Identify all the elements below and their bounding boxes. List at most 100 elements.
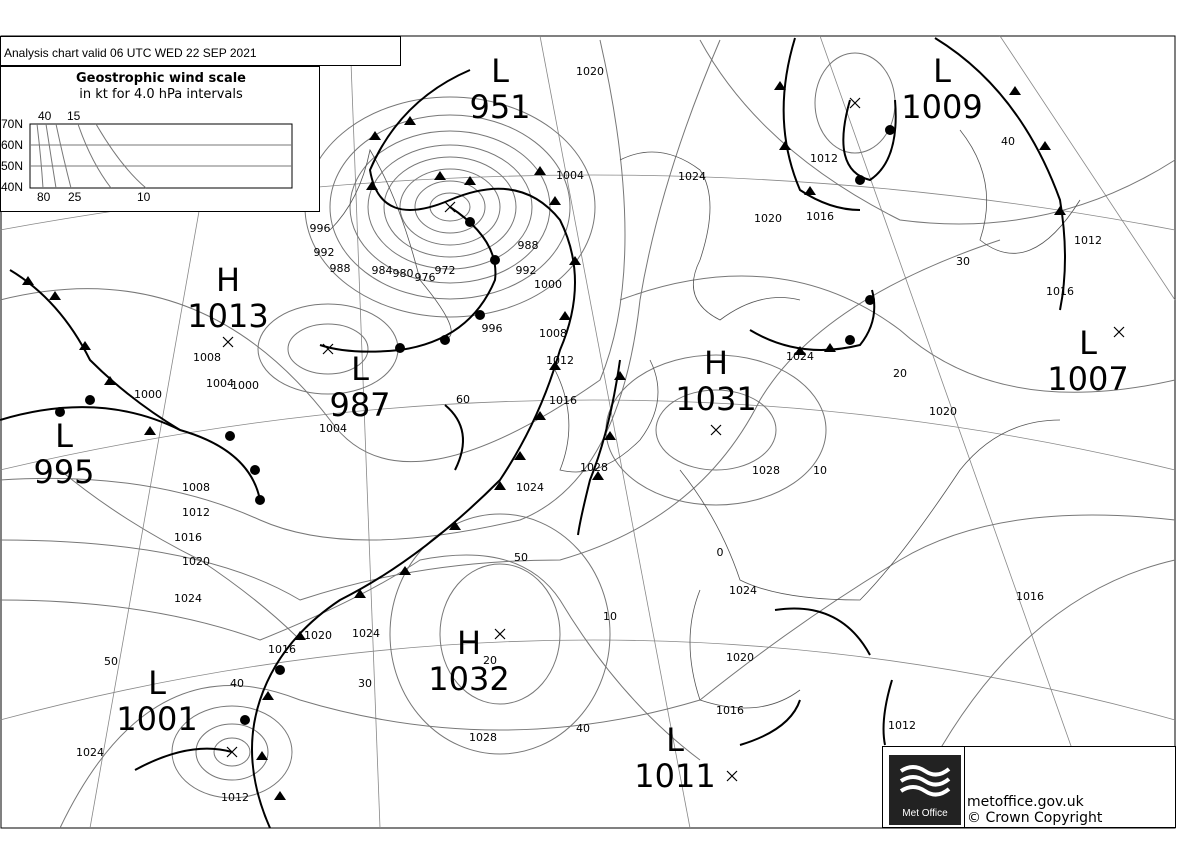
isobar bbox=[329, 114, 571, 300]
scale-top-label: 15 bbox=[67, 109, 81, 123]
isobar-label: 1000 bbox=[134, 388, 162, 401]
logo-text: Met Office bbox=[902, 808, 948, 819]
isobar bbox=[389, 513, 611, 755]
isobar-label: 1000 bbox=[534, 278, 562, 291]
front-semicircle bbox=[885, 125, 895, 135]
isobar-label: 1024 bbox=[516, 481, 544, 494]
isobar bbox=[439, 563, 561, 705]
isobar-label: 1020 bbox=[726, 651, 754, 664]
isobar-label: 1004 bbox=[556, 169, 584, 182]
front-semicircle bbox=[490, 255, 500, 265]
isobar-label: 40 bbox=[1001, 135, 1015, 148]
isobar-label: 1016 bbox=[806, 210, 834, 223]
front-triangle bbox=[294, 631, 306, 640]
front-triangle bbox=[79, 341, 91, 350]
front-triangle bbox=[354, 589, 366, 598]
front-semicircle bbox=[440, 335, 450, 345]
isobar-label: 40 bbox=[230, 677, 244, 690]
isobar bbox=[349, 130, 551, 284]
wind-scale-graph bbox=[29, 123, 293, 189]
front-semicircle bbox=[475, 310, 485, 320]
wind-scale-subtitle: in kt for 4.0 hPa intervals bbox=[79, 87, 243, 102]
front-triangle bbox=[774, 81, 786, 90]
isobar bbox=[195, 723, 269, 781]
system-pressure: 1011 bbox=[634, 757, 715, 795]
front-semicircle bbox=[855, 175, 865, 185]
front-atlantic-low bbox=[134, 747, 233, 771]
isobar bbox=[619, 275, 1176, 393]
isobar-label: 1016 bbox=[549, 394, 577, 407]
front-triangle bbox=[1054, 206, 1066, 215]
front-semicircle bbox=[395, 343, 405, 353]
isobar-label: 1020 bbox=[929, 405, 957, 418]
centre-marker bbox=[849, 97, 861, 109]
isobar bbox=[59, 514, 1176, 829]
front-med bbox=[739, 699, 801, 746]
scale-bottom-label: 80 bbox=[37, 190, 51, 204]
front-iberia bbox=[774, 607, 871, 656]
centre-marker bbox=[726, 770, 738, 782]
front-triangle bbox=[534, 411, 546, 420]
system-type: L bbox=[148, 664, 166, 702]
isobar-label: 50 bbox=[104, 655, 118, 668]
isobar-label: 1020 bbox=[304, 629, 332, 642]
isobar-label: 1020 bbox=[182, 555, 210, 568]
isobar bbox=[0, 39, 626, 463]
front-triangle bbox=[559, 311, 571, 320]
system-pressure: 987 bbox=[329, 386, 390, 424]
front-triangle bbox=[104, 376, 116, 385]
isobar-label: 1016 bbox=[716, 704, 744, 717]
front-triangle bbox=[262, 691, 274, 700]
front-triangle bbox=[494, 481, 506, 490]
system-type: H bbox=[457, 624, 481, 662]
isobar-label: 972 bbox=[435, 264, 456, 277]
front-triangle bbox=[464, 176, 476, 185]
isobar-label: 1024 bbox=[786, 350, 814, 363]
isobar-label: 1024 bbox=[174, 592, 202, 605]
front-triangle bbox=[434, 171, 446, 180]
isobar-label: 1020 bbox=[576, 65, 604, 78]
lat-label: 70N bbox=[1, 117, 24, 131]
front-symbols bbox=[22, 81, 1066, 800]
isobar-label: 10 bbox=[813, 464, 827, 477]
cold-front-east bbox=[934, 37, 1066, 311]
isobar-label: 1024 bbox=[352, 627, 380, 640]
isobar bbox=[655, 389, 777, 471]
system-pressure: 1013 bbox=[187, 297, 268, 335]
isobar bbox=[0, 239, 1001, 601]
front-semicircle bbox=[275, 665, 285, 675]
isobar-label: 1028 bbox=[752, 464, 780, 477]
front-triangle bbox=[1039, 141, 1051, 150]
isobar-label: 20 bbox=[483, 654, 497, 667]
isobar-label: 1012 bbox=[810, 152, 838, 165]
occluded-front-north bbox=[782, 37, 861, 211]
front-triangle bbox=[369, 131, 381, 140]
isobar-label: 1016 bbox=[1046, 285, 1074, 298]
front-triangle bbox=[1009, 86, 1021, 95]
isobar-label: 1024 bbox=[76, 746, 104, 759]
isobar-label: 1012 bbox=[888, 719, 916, 732]
front-triangle bbox=[274, 791, 286, 800]
isobar-label: 1008 bbox=[539, 327, 567, 340]
front-triangle bbox=[549, 361, 561, 370]
lat-label: 60N bbox=[1, 138, 24, 152]
front-triangle bbox=[534, 166, 546, 175]
isobar bbox=[367, 144, 533, 270]
copyright: © Crown Copyright bbox=[967, 810, 1103, 826]
isobar-label: 1012 bbox=[182, 506, 210, 519]
front-triangle bbox=[449, 521, 461, 530]
isobar-label: 1012 bbox=[1074, 234, 1102, 247]
isobar-label: 1016 bbox=[174, 531, 202, 544]
isobar bbox=[399, 168, 501, 246]
website-link[interactable]: metoffice.gov.uk bbox=[967, 794, 1084, 810]
centre-marker bbox=[222, 336, 234, 348]
scale-bottom-label: 10 bbox=[137, 190, 151, 204]
isobar bbox=[383, 156, 517, 258]
system-type: H bbox=[216, 261, 240, 299]
centre-marker bbox=[710, 424, 722, 436]
